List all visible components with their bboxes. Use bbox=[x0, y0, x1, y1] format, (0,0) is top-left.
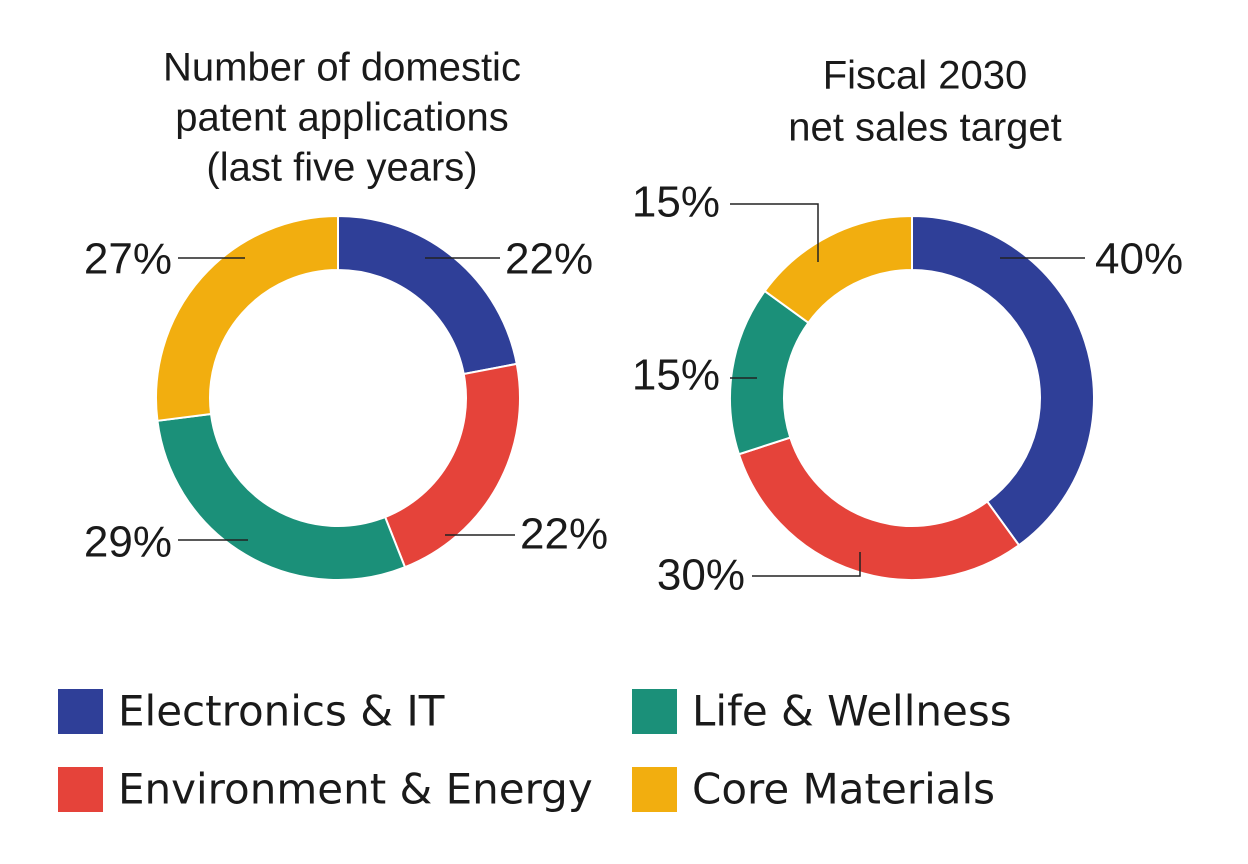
donut-slice bbox=[737, 436, 1021, 581]
donut-slice bbox=[155, 214, 339, 422]
leader-line bbox=[752, 552, 861, 577]
legend-swatch bbox=[58, 767, 103, 812]
value-label: 15% bbox=[632, 351, 720, 400]
value-label: 15% bbox=[632, 178, 720, 227]
value-label: 40% bbox=[1095, 235, 1183, 284]
value-label: 30% bbox=[657, 551, 745, 600]
legend-swatch bbox=[632, 767, 677, 812]
leader-line bbox=[730, 203, 819, 262]
legend-swatch bbox=[632, 689, 677, 734]
chart-title: net sales target bbox=[788, 106, 1062, 150]
donut-slice bbox=[729, 289, 810, 456]
value-label: 29% bbox=[84, 518, 172, 567]
legend-label: Core Materials bbox=[692, 765, 995, 814]
legend-label: Life & Wellness bbox=[692, 687, 1012, 736]
legend-label: Environment & Energy bbox=[118, 765, 593, 814]
donut-slice bbox=[337, 214, 518, 376]
donut-slice bbox=[156, 412, 407, 581]
value-label: 27% bbox=[84, 235, 172, 284]
chart-title: Fiscal 2030 bbox=[823, 54, 1028, 98]
value-label: 22% bbox=[520, 510, 608, 559]
chart-title: patent applications bbox=[175, 96, 509, 140]
legend-label: Electronics & IT bbox=[118, 687, 445, 736]
donut-slice bbox=[383, 362, 521, 569]
donut-slice bbox=[911, 214, 1095, 547]
legend-swatch bbox=[58, 689, 103, 734]
chart-title: (last five years) bbox=[206, 146, 477, 190]
value-label: 22% bbox=[505, 235, 593, 284]
chart-title: Number of domestic bbox=[163, 46, 521, 90]
donut-slice bbox=[763, 214, 913, 325]
